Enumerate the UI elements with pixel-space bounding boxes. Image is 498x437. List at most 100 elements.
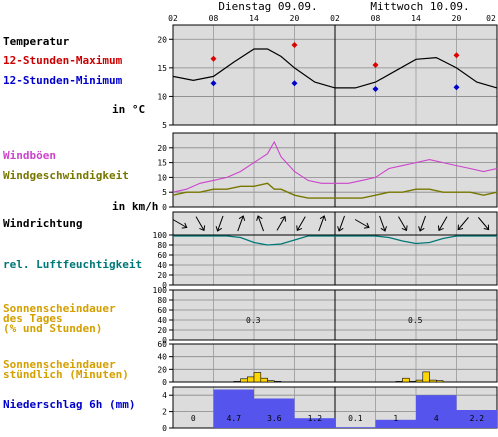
precip-value-label: 0.1 <box>348 414 363 423</box>
wind-arrow-shaft <box>354 219 370 228</box>
label-humidity: rel. Luftfeuchtigkeit <box>3 258 142 271</box>
tick-label: 15 <box>157 64 167 73</box>
precipitation-series: 0 4.7 3.6 1.2 0.1 1 4 2.2 <box>191 389 497 428</box>
tick-label: 20 <box>157 271 167 280</box>
humidity-line <box>173 235 497 246</box>
wind-arrow-shaft <box>172 219 187 228</box>
wind-arrow <box>215 215 224 232</box>
sunshine-daily-value: 0.5 <box>408 316 423 325</box>
wind-arrow <box>437 216 448 232</box>
wind-arrow-head <box>337 226 344 232</box>
wind-arrow <box>354 219 370 229</box>
hour-tick-label: 14 <box>411 14 421 23</box>
precip-value-label: 1.2 <box>308 414 323 423</box>
wind-direction-arrows <box>172 215 490 232</box>
tick-label: 20 <box>157 365 167 374</box>
tick-label: 20 <box>157 144 167 153</box>
tick-label: 10 <box>157 92 167 101</box>
panel-sun-hourly: 60 40 20 0 <box>157 340 498 387</box>
wind-arrow <box>337 215 346 232</box>
wind-arrow-head <box>256 215 263 221</box>
precip-bar <box>254 398 295 428</box>
sunshine-hourly-bar <box>395 381 403 383</box>
hour-tick-label: 20 <box>452 14 462 23</box>
label-temperature: Temperatur <box>3 35 70 48</box>
hour-tick-label: 08 <box>371 14 381 23</box>
precip-value-label: 1 <box>393 414 398 423</box>
wind-arrow-head <box>418 226 425 232</box>
sunshine-hourly-series <box>233 371 444 383</box>
panel-direction <box>172 211 498 236</box>
wind-arrow <box>318 215 327 232</box>
header: Dienstag 09.09. Mittwoch 10.09. 02 08 14 20… <box>168 0 496 23</box>
tick-label: 40 <box>157 261 167 270</box>
sunshine-hourly-bar <box>435 380 444 383</box>
wind-arrow-shaft <box>195 216 205 231</box>
tick-label: 100 <box>153 231 168 240</box>
wind-arrow-head <box>401 225 408 232</box>
wind-arrow <box>379 215 387 232</box>
precip-value-label: 4 <box>434 414 439 423</box>
panel-frame <box>172 289 498 341</box>
wind-arrow-head <box>215 226 223 232</box>
precip-bar <box>213 389 254 428</box>
tick-label: 0 <box>162 336 167 345</box>
tick-label: 4 <box>162 391 167 400</box>
tick-label: 2 <box>162 408 167 417</box>
hour-tick-labels: 02 08 14 20 02 08 14 20 02 <box>168 14 496 23</box>
panel-temperature: 20 15 10 5 <box>157 24 498 130</box>
panel-wind: 20 15 10 5 0 <box>157 132 498 212</box>
tick-label: 80 <box>157 241 167 250</box>
wind-arrow-head <box>483 224 490 231</box>
precip-bar <box>335 427 376 428</box>
wind-arrow <box>276 215 287 231</box>
tick-label: 15 <box>157 159 167 168</box>
sunshine-hourly-bar <box>240 378 248 383</box>
label-wind-speed: Windgeschwindigkeit <box>3 169 129 182</box>
tick-label: 0 <box>162 281 167 290</box>
label-temp-unit: in °C <box>112 103 145 116</box>
hour-tick-label: 02 <box>330 14 340 23</box>
wind-arrow-head <box>319 215 327 221</box>
wind-arrow-shaft <box>217 215 224 232</box>
max-marker <box>372 62 379 68</box>
label-wind-direction: Windrichtung <box>3 217 82 230</box>
panel-frame <box>172 132 498 208</box>
sunshine-hourly-bar <box>267 380 275 383</box>
wind-arrow-shaft <box>276 216 286 231</box>
wind-speed-line <box>172 182 498 199</box>
wind-arrow <box>457 217 469 231</box>
temperature-series <box>172 42 498 92</box>
tick-label: 100 <box>153 286 168 295</box>
wind-arrow <box>256 215 265 232</box>
precip-bar <box>375 419 416 428</box>
tick-label: 0 <box>162 424 167 432</box>
hour-tick-label: 02 <box>168 14 178 23</box>
label-min: 12-Stunden-Minimum <box>3 74 123 87</box>
precip-bar <box>456 410 497 428</box>
max-marker <box>210 55 217 62</box>
hour-tick-label: 14 <box>249 14 259 23</box>
wind-arrow-head <box>437 225 444 232</box>
tick-label: 20 <box>157 35 167 44</box>
wind-arrow <box>237 215 246 232</box>
temperature-line <box>172 48 498 89</box>
sun-hourly-labels: Sonnenscheindauer stündlich (Minuten) <box>3 358 129 381</box>
sun-daily-labels: Sonnenscheindauer des Tages (% und Stund… <box>3 302 116 335</box>
sunshine-hourly-bar <box>233 381 241 383</box>
min-marker <box>372 86 379 92</box>
tick-label: 60 <box>157 340 167 349</box>
precip-bar <box>294 418 335 428</box>
tick-label: 10 <box>157 173 167 182</box>
max-marker <box>291 42 298 48</box>
wind-arrow-head <box>296 225 303 232</box>
hour-tick-label: 02 <box>486 14 496 23</box>
tick-label: 40 <box>157 353 167 362</box>
day-label-2: Mittwoch 10.09. <box>370 0 469 13</box>
wind-arrow-head <box>380 226 387 232</box>
sunshine-hourly-bar <box>260 377 268 383</box>
